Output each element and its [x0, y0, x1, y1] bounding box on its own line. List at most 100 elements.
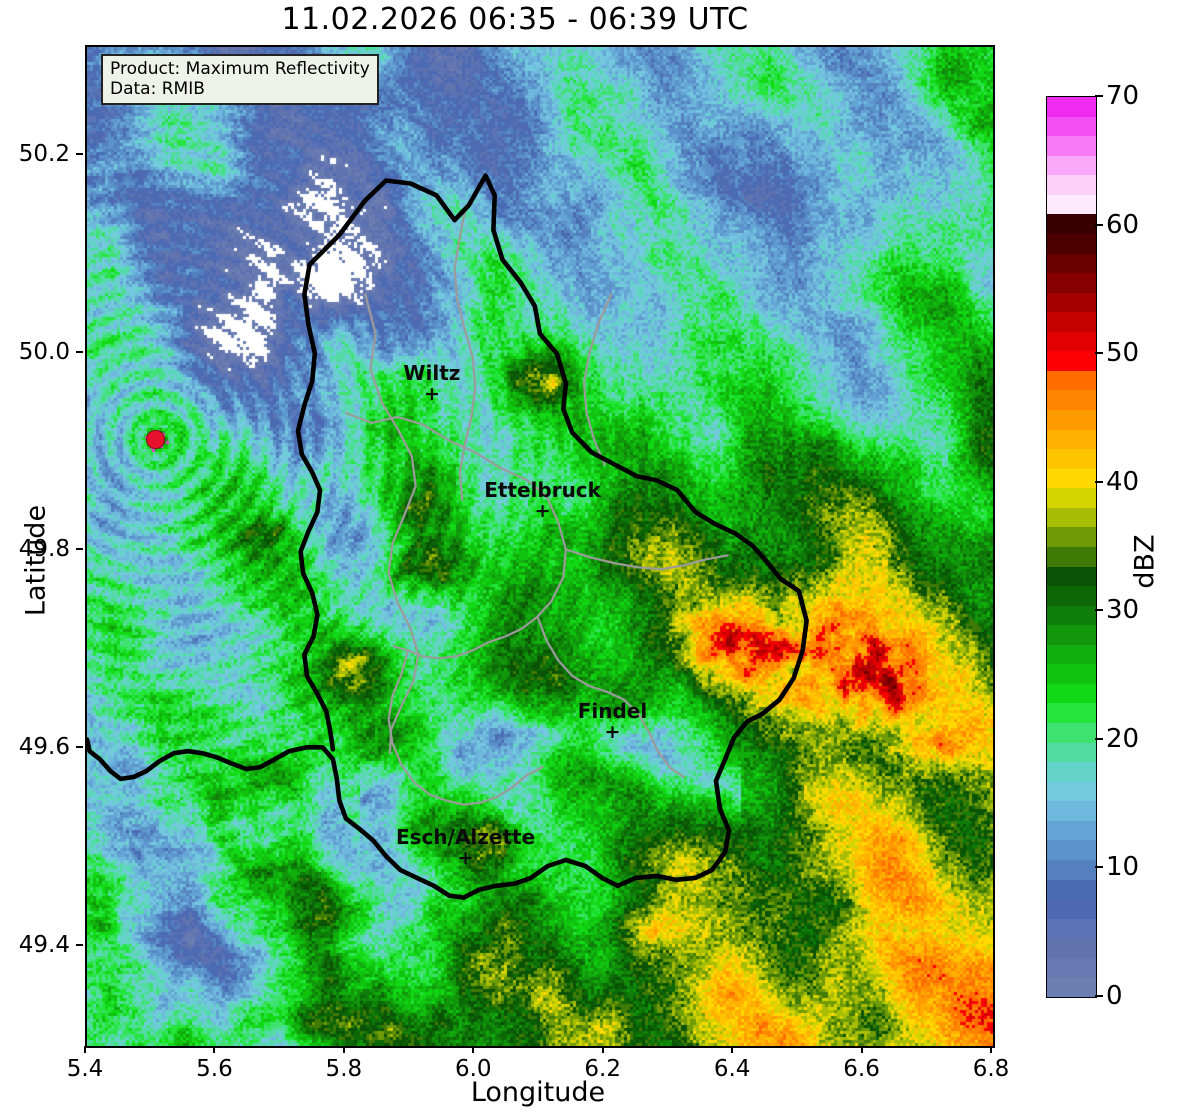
colorbar-tick-label: 0	[1106, 981, 1123, 1011]
colorbar-band	[1047, 312, 1096, 332]
colorbar-band	[1047, 625, 1096, 645]
colorbar-band	[1047, 899, 1096, 919]
colorbar-band	[1047, 723, 1096, 743]
x-tick-label: 6.6	[843, 1056, 880, 1082]
x-tick-label: 6.8	[972, 1056, 1010, 1082]
radar-reflectivity-field	[87, 47, 993, 1046]
colorbar-band	[1047, 351, 1096, 371]
colorbar-band	[1047, 801, 1096, 821]
y-tick-label: 49.6	[18, 734, 70, 761]
page-title: 11.02.2026 06:35 - 06:39 UTC	[281, 2, 749, 37]
colorbar-band	[1047, 742, 1096, 763]
colorbar-band	[1047, 507, 1096, 528]
district-boundary-5	[387, 649, 544, 806]
y-tick-label: 50.0	[18, 338, 70, 365]
y-tick	[76, 152, 83, 155]
radar-site-icon[interactable]	[146, 430, 166, 450]
colorbar-band	[1047, 214, 1096, 234]
district-boundary-6	[582, 293, 613, 466]
y-tick-label: 49.4	[18, 932, 70, 959]
national-border-east	[87, 173, 809, 900]
x-tick-label: 5.8	[325, 1056, 363, 1082]
colorbar-tick-label: 40	[1106, 466, 1140, 497]
y-tick	[76, 350, 83, 353]
colorbar-band	[1047, 273, 1096, 293]
colorbar-band	[1047, 468, 1096, 489]
colorbar	[1046, 96, 1097, 998]
district-boundary-0	[344, 411, 548, 498]
y-tick	[76, 944, 83, 947]
district-boundary-3	[564, 548, 729, 571]
x-tick-label: 6.4	[713, 1056, 751, 1082]
colorbar-band	[1047, 449, 1096, 469]
colorbar-band	[1047, 957, 1096, 978]
product-line: Product: Maximum Reflectivity	[110, 59, 370, 79]
colorbar-band	[1047, 703, 1096, 723]
colorbar-band	[1047, 253, 1096, 274]
colorbar-band	[1047, 194, 1096, 215]
colorbar-tick-label: 30	[1106, 595, 1140, 626]
colorbar-tick	[1095, 95, 1103, 97]
colorbar-band	[1047, 97, 1096, 117]
x-tick	[601, 1046, 604, 1053]
x-tick	[472, 1046, 475, 1053]
colorbar-band	[1047, 605, 1096, 626]
colorbar-band	[1047, 155, 1096, 176]
y-tick	[76, 548, 83, 551]
colorbar-band	[1047, 292, 1096, 313]
colorbar-band	[1047, 859, 1096, 880]
data-source-line: Data: RMIB	[110, 79, 205, 100]
colorbar-band	[1047, 762, 1096, 782]
y-tick	[76, 746, 83, 749]
y-tick-label: 50.2	[18, 140, 70, 167]
colorbar-tick-label: 50	[1106, 338, 1140, 369]
colorbar-tick	[1095, 866, 1103, 869]
colorbar-band	[1047, 918, 1096, 939]
colorbar-band	[1047, 175, 1096, 195]
colorbar-title: dBZ	[1129, 534, 1161, 589]
colorbar-tick	[1095, 737, 1103, 740]
colorbar-band	[1047, 781, 1096, 802]
radar-plot-area[interactable]: Product: Maximum Reflectivity Data: RMIB…	[85, 45, 995, 1048]
colorbar-band	[1047, 488, 1096, 508]
y-axis-title: Latitude	[20, 504, 52, 617]
map-borders-overlay	[87, 173, 809, 900]
colorbar-band	[1047, 840, 1096, 860]
colorbar-band	[1047, 116, 1096, 137]
colorbar-band	[1047, 370, 1096, 391]
colorbar-band	[1047, 977, 1096, 997]
colorbar-tick	[1095, 352, 1103, 355]
x-tick-label: 5.6	[196, 1056, 233, 1082]
colorbar-tick	[1095, 223, 1103, 226]
x-tick	[990, 1046, 992, 1053]
colorbar-band	[1047, 683, 1096, 704]
colorbar-band	[1047, 644, 1096, 665]
x-tick-label: 5.4	[66, 1056, 104, 1082]
x-tick	[860, 1046, 863, 1053]
colorbar-band	[1047, 410, 1096, 430]
colorbar-band	[1047, 390, 1096, 410]
x-tick	[213, 1046, 216, 1053]
colorbar-tick	[1095, 609, 1103, 612]
colorbar-band	[1047, 233, 1096, 254]
colorbar-tick-label: 60	[1106, 209, 1140, 240]
x-tick	[731, 1046, 734, 1053]
x-axis-title: Longitude	[470, 1077, 606, 1108]
colorbar-band	[1047, 664, 1096, 684]
colorbar-tick-label: 10	[1106, 852, 1140, 883]
colorbar-tick-label: 70	[1106, 81, 1140, 111]
product-info-box: Product: Maximum Reflectivity Data: RMIB	[101, 54, 379, 106]
colorbar-band	[1047, 586, 1096, 606]
district-boundary-1	[364, 293, 420, 755]
national-border-west	[295, 262, 336, 752]
x-tick-label: 6.0	[454, 1056, 492, 1082]
colorbar-band	[1047, 331, 1096, 352]
colorbar-band	[1047, 429, 1096, 450]
district-boundary-7	[453, 204, 477, 502]
x-tick-label: 6.2	[584, 1056, 621, 1082]
colorbar-band	[1047, 527, 1096, 547]
district-boundary-2	[392, 495, 567, 660]
colorbar-band	[1047, 879, 1096, 900]
colorbar-band	[1047, 566, 1096, 587]
district-boundary-4	[536, 615, 685, 779]
